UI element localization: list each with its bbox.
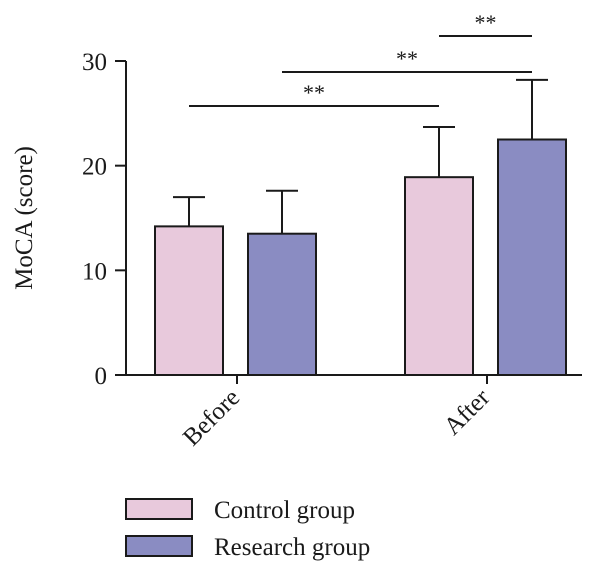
legend-label-research-group: Research group — [214, 534, 370, 561]
y-tick-label-30: 30 — [82, 49, 107, 76]
significance-annotations: ** ** ** — [189, 10, 532, 107]
significance-label-3: ** — [475, 10, 497, 35]
y-axis-label: MoCA (score) — [11, 146, 38, 290]
x-tick-label-before: Before — [178, 384, 245, 451]
y-tick-label-10: 10 — [82, 258, 107, 285]
plot-area — [154, 78, 567, 376]
bar-after-research-group — [497, 138, 567, 376]
significance-label-2: ** — [396, 46, 418, 71]
legend-swatch-control-group — [125, 498, 193, 520]
y-tick-label-0: 0 — [95, 363, 108, 390]
bar-before-research-group — [247, 232, 317, 376]
bar-after-control-group — [404, 176, 474, 376]
significance-label-1: ** — [303, 80, 325, 105]
legend: Control group Research group — [125, 497, 370, 561]
legend-swatch-research-group — [125, 535, 193, 557]
legend-label-control-group: Control group — [214, 497, 355, 524]
y-tick-label-20: 20 — [82, 154, 107, 181]
x-tick-label-after: After — [439, 384, 496, 441]
bar-before-control-group — [154, 225, 224, 376]
